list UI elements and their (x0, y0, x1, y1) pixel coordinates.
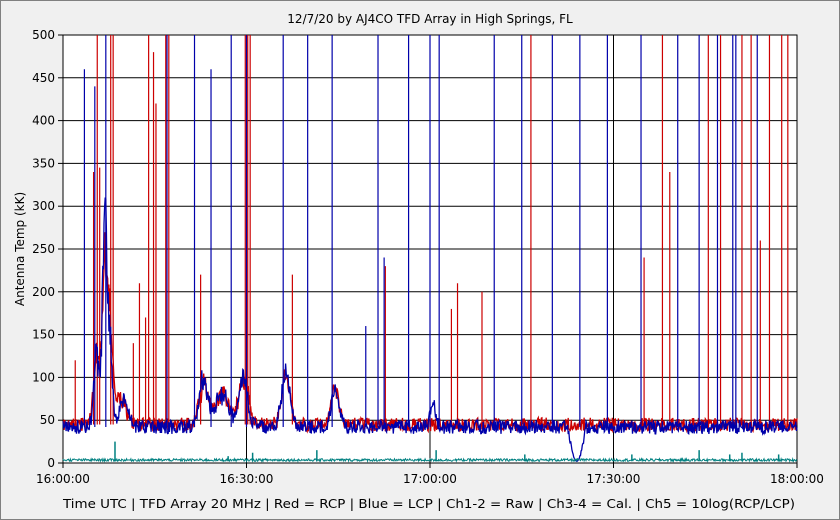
y-tick-label: 400 (32, 114, 55, 128)
y-axis-label: Antenna Temp (kK) (13, 192, 27, 306)
y-tick-label: 500 (32, 28, 55, 42)
plot-series (62, 35, 798, 464)
x-axis-ticks: 16:00:00 16:30:00 17:00:00 17:30:00 18:00:00 (36, 463, 824, 486)
x-tick-label: 18:00:00 (770, 472, 824, 486)
series-lcp (62, 35, 798, 462)
x-tick-label: 17:30:00 (587, 472, 641, 486)
y-axis-ticks: 0 50 100 150 200 250 300 350 400 450 500 (32, 28, 63, 470)
y-tick-label: 50 (40, 413, 55, 427)
series-ch5 (62, 441, 798, 464)
y-tick-label: 450 (32, 71, 55, 85)
y-tick-label: 0 (47, 456, 55, 470)
chart-title: 12/7/20 by AJ4CO TFD Array in High Sprin… (287, 12, 573, 26)
y-tick-label: 100 (32, 370, 55, 384)
y-tick-label: 200 (32, 285, 55, 299)
series-line-ch5 (62, 456, 798, 464)
x-tick-label: 16:30:00 (220, 472, 274, 486)
y-tick-label: 350 (32, 156, 55, 170)
x-tick-label: 17:00:00 (403, 472, 457, 486)
x-tick-label: 16:00:00 (36, 472, 90, 486)
y-tick-label: 250 (32, 242, 55, 256)
x-axis-label: Time UTC | TFD Array 20 MHz | Red = RCP … (62, 497, 795, 511)
y-tick-label: 300 (32, 199, 55, 213)
y-tick-label: 150 (32, 328, 55, 342)
